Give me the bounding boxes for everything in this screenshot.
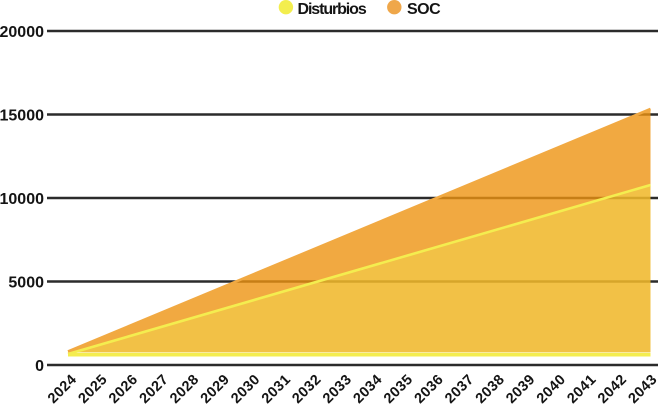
svg-text:5000: 5000 [8,275,44,292]
svg-text:SOC: SOC [407,1,441,18]
svg-text:0: 0 [35,358,44,375]
svg-text:10000: 10000 [0,191,44,208]
svg-text:20000: 20000 [0,24,44,41]
svg-text:Disturbios: Disturbios [298,1,367,18]
svg-text:15000: 15000 [0,108,44,125]
